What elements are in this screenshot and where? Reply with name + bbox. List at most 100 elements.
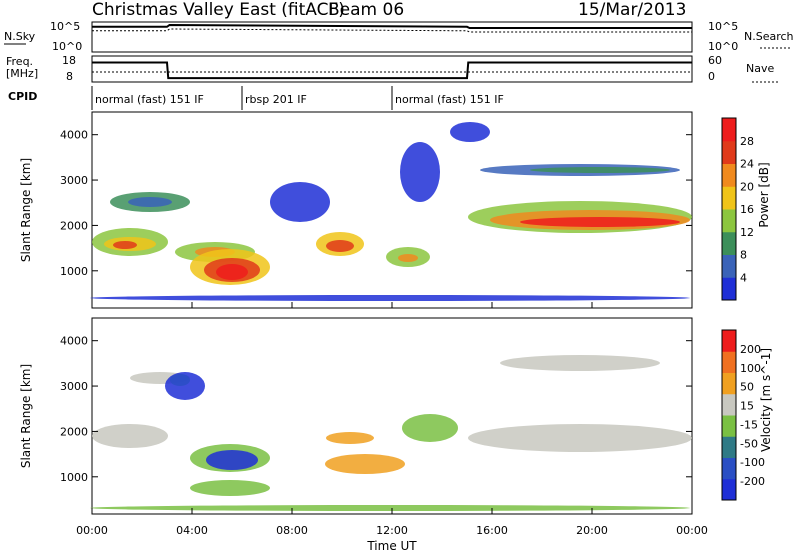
colorbar-swatch xyxy=(722,457,736,480)
x-tick-label: 00:00 xyxy=(676,524,708,537)
nsearch-label: N.Search xyxy=(744,30,794,43)
freq-units: [MHz] xyxy=(6,67,38,80)
y-tick-label: 4000 xyxy=(60,129,88,142)
velocity-colorbar: 200 100 50 15 -15 -50 -100 -200 xyxy=(721,329,765,501)
colorbar-swatch xyxy=(722,393,736,416)
nsky-panel xyxy=(91,21,693,53)
scatter-blob xyxy=(402,414,458,442)
colorbar-tick-label: 28 xyxy=(740,135,754,148)
colorbar-tick-label: 12 xyxy=(740,226,754,239)
nsky-tick-right-top: 10^5 xyxy=(708,20,738,33)
colorbar-swatch xyxy=(722,330,736,352)
freq-series xyxy=(92,61,692,80)
colorbar-swatch xyxy=(722,415,736,437)
nsky-tick-top: 10^5 xyxy=(50,20,80,33)
colorbar-swatch xyxy=(722,277,736,301)
y-tick-label: 1000 xyxy=(60,265,88,278)
scatter-blob xyxy=(326,432,374,444)
scatter-blob xyxy=(216,264,248,280)
power-yticks: 1000 2000 3000 4000 xyxy=(60,129,692,278)
colorbar-swatch xyxy=(722,209,736,233)
x-tick-label: 00:00 xyxy=(76,524,108,537)
colorbar-swatch xyxy=(722,163,736,187)
colorbar-tick-label: 200 xyxy=(740,343,761,356)
nsky-series xyxy=(92,23,692,33)
y-tick-label: 2000 xyxy=(60,219,88,232)
colorbar-frame xyxy=(721,329,737,501)
colorbar-tick-label: 4 xyxy=(740,271,747,284)
velocity-panel: 1000 2000 3000 4000 Slant Range [km] xyxy=(19,317,693,515)
scatter-blob xyxy=(270,182,330,222)
colorbar-tick-label: 8 xyxy=(740,249,747,262)
scatter-blob xyxy=(90,505,690,511)
scatter-blob xyxy=(92,424,168,448)
colorbar-tick-label: 15 xyxy=(740,400,754,413)
scatter-blob xyxy=(128,197,172,207)
colorbar-frame xyxy=(721,117,737,301)
station-title: Christmas Valley East (fitACF) xyxy=(92,0,345,20)
colorbar-swatch xyxy=(722,372,736,395)
cpid-label: CPID xyxy=(8,90,37,103)
freq-label: Freq. xyxy=(6,55,33,68)
colorbar-tick-label: -200 xyxy=(740,475,765,488)
freq-panel xyxy=(91,55,693,83)
colorbar-swatch xyxy=(722,186,736,210)
freq-tick-bottom: 8 xyxy=(66,70,73,83)
y-tick-label: 2000 xyxy=(60,425,88,438)
power-ylabel: Slant Range [km] xyxy=(19,158,33,262)
cpid-segments: normal (fast) 151 IF rbsp 201 IF normal (f… xyxy=(91,86,504,110)
power-panel: 1000 2000 3000 4000 Slant Range [km] xyxy=(19,111,693,309)
scatter-blob xyxy=(325,454,405,474)
colorbar-swatch xyxy=(722,351,736,373)
scatter-blob xyxy=(206,450,258,470)
velocity-frame xyxy=(91,317,693,515)
scatter-blob xyxy=(450,122,490,142)
colorbar-tick-label: -50 xyxy=(740,437,758,450)
cpid-segment-label: normal (fast) 151 IF xyxy=(95,93,204,106)
colorbar-tick-label: -100 xyxy=(740,456,765,469)
velocity-ylabel: Slant Range [km] xyxy=(19,364,33,468)
y-tick-label: 1000 xyxy=(60,471,88,484)
scatter-blob xyxy=(468,424,692,452)
power-colorbar: 4 8 12 16 20 24 28 xyxy=(721,117,754,301)
x-tick-label: 20:00 xyxy=(576,524,608,537)
scatter-blob xyxy=(170,374,190,386)
x-tick-label: 16:00 xyxy=(476,524,508,537)
scatter-blob xyxy=(190,480,270,496)
scatter-blob xyxy=(398,254,418,262)
y-tick-label: 4000 xyxy=(60,335,88,348)
colorbar-swatch xyxy=(722,140,736,164)
nsearch-line xyxy=(92,28,692,33)
x-tick-label: 04:00 xyxy=(176,524,208,537)
scatter-blob xyxy=(520,217,680,227)
x-axis-ticks: 00:00 04:00 08:00 12:00 16:00 20:00 00:00 xyxy=(76,302,708,537)
colorbar-swatch xyxy=(722,436,736,458)
scatter-blob xyxy=(500,355,660,371)
y-tick-label: 3000 xyxy=(60,174,88,187)
colorbar-swatch xyxy=(722,231,736,255)
scatter-blob xyxy=(113,241,137,249)
power-colorbar-label: Power [dB] xyxy=(757,162,771,227)
scatter-blob xyxy=(400,142,440,202)
velocity-colorbar-label: Velocity [m s^-1] xyxy=(759,348,773,452)
x-tick-label: 12:00 xyxy=(376,524,408,537)
freq-tick-top: 18 xyxy=(62,54,76,67)
velocity-scatter xyxy=(90,355,692,511)
nsky-tick-bottom: 10^0 xyxy=(52,40,82,53)
cpid-segment-label: rbsp 201 IF xyxy=(245,93,307,106)
colorbar-tick-label: 16 xyxy=(740,203,754,216)
colorbar-tick-label: 100 xyxy=(740,362,761,375)
velocity-yticks: 1000 2000 3000 4000 xyxy=(60,335,692,484)
x-tick-label: 08:00 xyxy=(276,524,308,537)
scatter-blob xyxy=(326,240,354,252)
y-tick-label: 3000 xyxy=(60,380,88,393)
colorbar-swatch xyxy=(722,478,736,501)
freq-line xyxy=(92,61,692,80)
nsky-tick-right-bottom: 10^0 xyxy=(708,40,738,53)
scatter-blob xyxy=(530,167,670,173)
beam-label: Beam 06 xyxy=(328,0,404,20)
x-axis-label: Time UT xyxy=(366,539,417,553)
colorbar-tick-label: 20 xyxy=(740,180,754,193)
nave-tick-top: 60 xyxy=(708,54,722,67)
